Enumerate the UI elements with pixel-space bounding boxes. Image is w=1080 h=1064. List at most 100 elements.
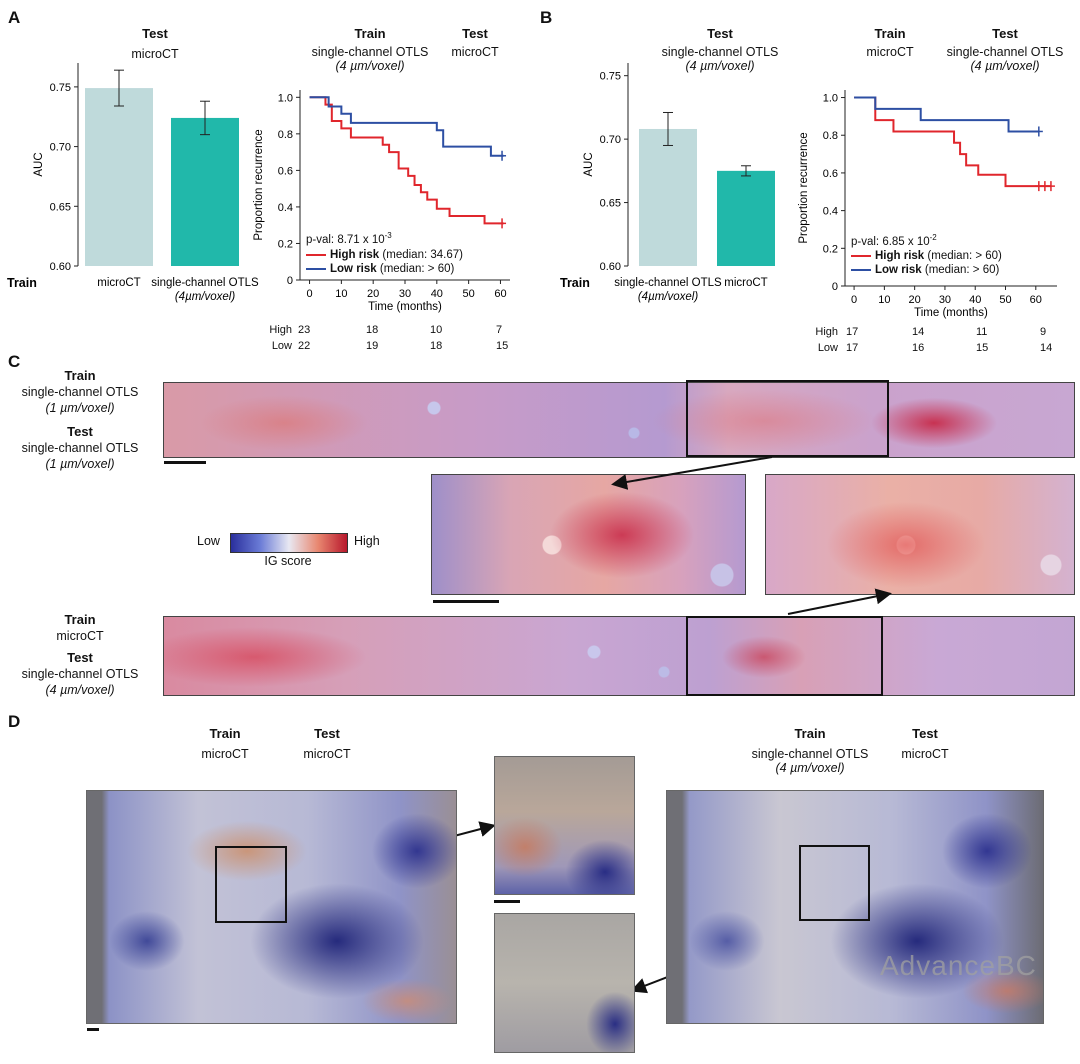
tissue-inset-right	[765, 474, 1075, 595]
panel-a-risk-cell-0-0: 23	[298, 324, 311, 336]
panel-b-km-xtick-label-2: 20	[909, 294, 921, 306]
panel-b-km-ytick-label-2: 0.4	[823, 206, 838, 218]
panel-a-risk-cell-0-3: 7	[496, 324, 503, 336]
panel-a-bar-category-1: single-channel OTLS	[151, 277, 259, 289]
panel-a-pval-exp: -3	[384, 231, 392, 240]
panel-a-risk-cell-0-2: 10	[430, 324, 443, 336]
panel-d-right-train-title: Train	[794, 726, 826, 741]
panel-a-legend-high-text: (median: 34.67)	[382, 249, 463, 261]
panel-a-km-train-sub: (4 µm/voxel)	[335, 59, 405, 73]
panel-c-bottom-test-sub: (4 µm/voxel)	[45, 683, 115, 697]
panel-a-km-ytick-label-3: 0.6	[278, 165, 293, 177]
panel-b-risk-cell-1-1: 16	[912, 342, 925, 354]
panel-b-bar-ylabel: AUC	[583, 152, 595, 176]
panel-d-right-train-name: single-channel OTLS	[751, 747, 869, 761]
panel-b-km-ylabel: Proportion recurrence	[798, 132, 810, 243]
panel-b-legend-low-text: (median: > 60)	[924, 264, 1000, 276]
panel-b-bar-category-0: single-channel OTLS	[614, 277, 722, 289]
panel-b-km-train-name: microCT	[866, 45, 914, 59]
panel-b-legend-low-bold: Low risk	[875, 264, 922, 276]
panel-b-legend-high-text: (median: > 60)	[927, 250, 1002, 262]
panel-a-km-curve-high-risk	[309, 96, 504, 225]
panel-a-km-xtick-label-1: 10	[335, 288, 347, 300]
scale-bar-top	[164, 461, 206, 464]
panel-a-risk-cell-0-1: 18	[366, 324, 379, 336]
panel-a-km-ylabel: Proportion recurrence	[253, 129, 265, 240]
panel-b-km-curve-low-risk	[854, 96, 1039, 133]
panel-a-legend-low-bold: Low risk	[330, 263, 377, 275]
scale-bar-d	[87, 1028, 99, 1031]
panel-b-bar-test-title: Test	[707, 26, 733, 41]
panel-a-bar-header: Test microCT	[80, 26, 230, 61]
panel-a-risk-row-label-1: Low	[271, 340, 292, 352]
microct-left-image	[86, 790, 457, 1024]
panel-b-bar-ytick-label-3: 0.75	[600, 71, 621, 83]
panel-b-km-test-title: Test	[992, 26, 1018, 41]
panel-b-km-xtick-label-4: 40	[969, 294, 981, 306]
panel-a-bar-bar-1	[171, 117, 239, 266]
panel-b-risk-cell-0-2: 11	[976, 326, 988, 338]
panel-c-top-train-title: Train	[64, 368, 96, 383]
panel-d-left-test-title: Test	[314, 726, 340, 741]
panel-b-km-test-name: single-channel OTLS	[946, 45, 1064, 59]
panel-a-km-xtick-label-0: 0	[306, 288, 312, 300]
panel-a-km-xtick-label-4: 40	[431, 288, 443, 300]
panel-a-bar-ylabel: AUC	[33, 152, 45, 176]
panel-b-risk-cell-0-0: 17	[846, 326, 859, 338]
panel-label-d: D	[8, 712, 21, 731]
panel-c-top-train-name: single-channel OTLS	[21, 385, 139, 399]
panel-b-km-test-header: Test single-channel OTLS (4 µm/voxel)	[935, 26, 1075, 73]
panel-b-bar-bar-0	[639, 128, 697, 266]
panel-b-risk-cell-0-3: 9	[1040, 326, 1047, 338]
panel-a-km-test-header: Test microCT	[435, 26, 515, 59]
panel-b-km-ytick-label-3: 0.6	[823, 168, 838, 180]
panel-a-km-test-title: Test	[462, 26, 488, 41]
arrow-bottom-zoom	[787, 588, 892, 615]
panel-b-bar-test-sub: (4 µm/voxel)	[685, 59, 755, 73]
colorbar-title: IG score	[264, 554, 312, 568]
microct-inset-bottom	[494, 913, 635, 1053]
panel-d-left-test: Test microCT	[292, 726, 362, 761]
panel-b-bar-chart: 0.60 0.65 0.70 0.75 AUC single-channel OTLS (4…	[560, 63, 775, 303]
panel-b-bar-ytick-label-2: 0.70	[600, 134, 621, 146]
panel-a-risk-cell-1-1: 19	[366, 340, 379, 352]
panel-a-km-xlabel: Time (months)	[368, 301, 442, 313]
panel-a-pval-text: p-val: 8.71 x 10	[306, 233, 385, 246]
zoom-box-bottom	[686, 616, 883, 696]
panel-c-bottom-test-name: single-channel OTLS	[21, 667, 139, 681]
panel-a-bar-chart: 0.60 0.65 0.70 0.75 AUC microCT single-channel…	[7, 63, 259, 303]
panel-label-a: A	[8, 8, 21, 27]
tissue-strip-bottom	[163, 616, 1075, 696]
panel-a-km-curve-low-risk	[309, 96, 504, 157]
panel-b-km-ytick-label-1: 0.2	[823, 243, 838, 255]
panel-a-legend-high: High risk (median: 34.67)	[306, 249, 463, 261]
panel-d-right-train: Train single-channel OTLS (4 µm/voxel)	[740, 726, 880, 775]
panel-a-km-chart: 0 0.2 0.4 0.6 0.8 1.0 0 10 20 30 40 50 60 Time (month…	[253, 90, 510, 313]
panel-c-top-test-name: single-channel OTLS	[21, 441, 139, 455]
panel-b-km-xtick-label-6: 60	[1030, 294, 1042, 306]
panel-a-km-xtick-label-3: 30	[399, 288, 411, 300]
panel-a-km-ytick-label-0: 0	[287, 275, 293, 287]
panel-b-km-xtick-label-3: 30	[939, 294, 951, 306]
panel-b-legend: High risk (median: > 60) Low risk (media…	[851, 250, 1002, 276]
panel-b-risk-cell-1-2: 15	[976, 342, 989, 354]
panel-b-risk-row-label-0: High	[815, 326, 838, 338]
panel-c-bottom-train-name: microCT	[56, 629, 104, 643]
panel-b-km-xlabel: Time (months)	[914, 307, 988, 319]
panel-a-bar-train-label: Train	[7, 276, 37, 290]
panel-b-risk-cell-1-0: 17	[846, 342, 859, 354]
panel-d-left-train-name: microCT	[201, 747, 249, 761]
panel-a-legend-high-bold: High risk	[330, 249, 380, 261]
panel-a-bar-ytick-label-2: 0.70	[50, 142, 71, 154]
microct-right-image	[666, 790, 1044, 1024]
panel-b-km-xtick-label-1: 10	[878, 294, 890, 306]
panel-b-km-xtick-label-0: 0	[851, 294, 857, 306]
panel-a-bar-category-sub-1: (4µm/voxel)	[175, 291, 235, 303]
panel-a-legend: High risk (median: 34.67) Low risk (medi…	[306, 249, 463, 275]
panel-d-right-test: Test microCT	[890, 726, 960, 761]
panel-b-pval: p-val: 6.85 x 10-2	[851, 233, 937, 248]
panel-a-km-ytick-label-2: 0.4	[278, 202, 293, 214]
ig-score-colorbar	[230, 533, 348, 553]
panel-b-km-ytick-label-5: 1.0	[823, 93, 838, 105]
panel-a-risk-cell-1-2: 18	[430, 340, 443, 352]
